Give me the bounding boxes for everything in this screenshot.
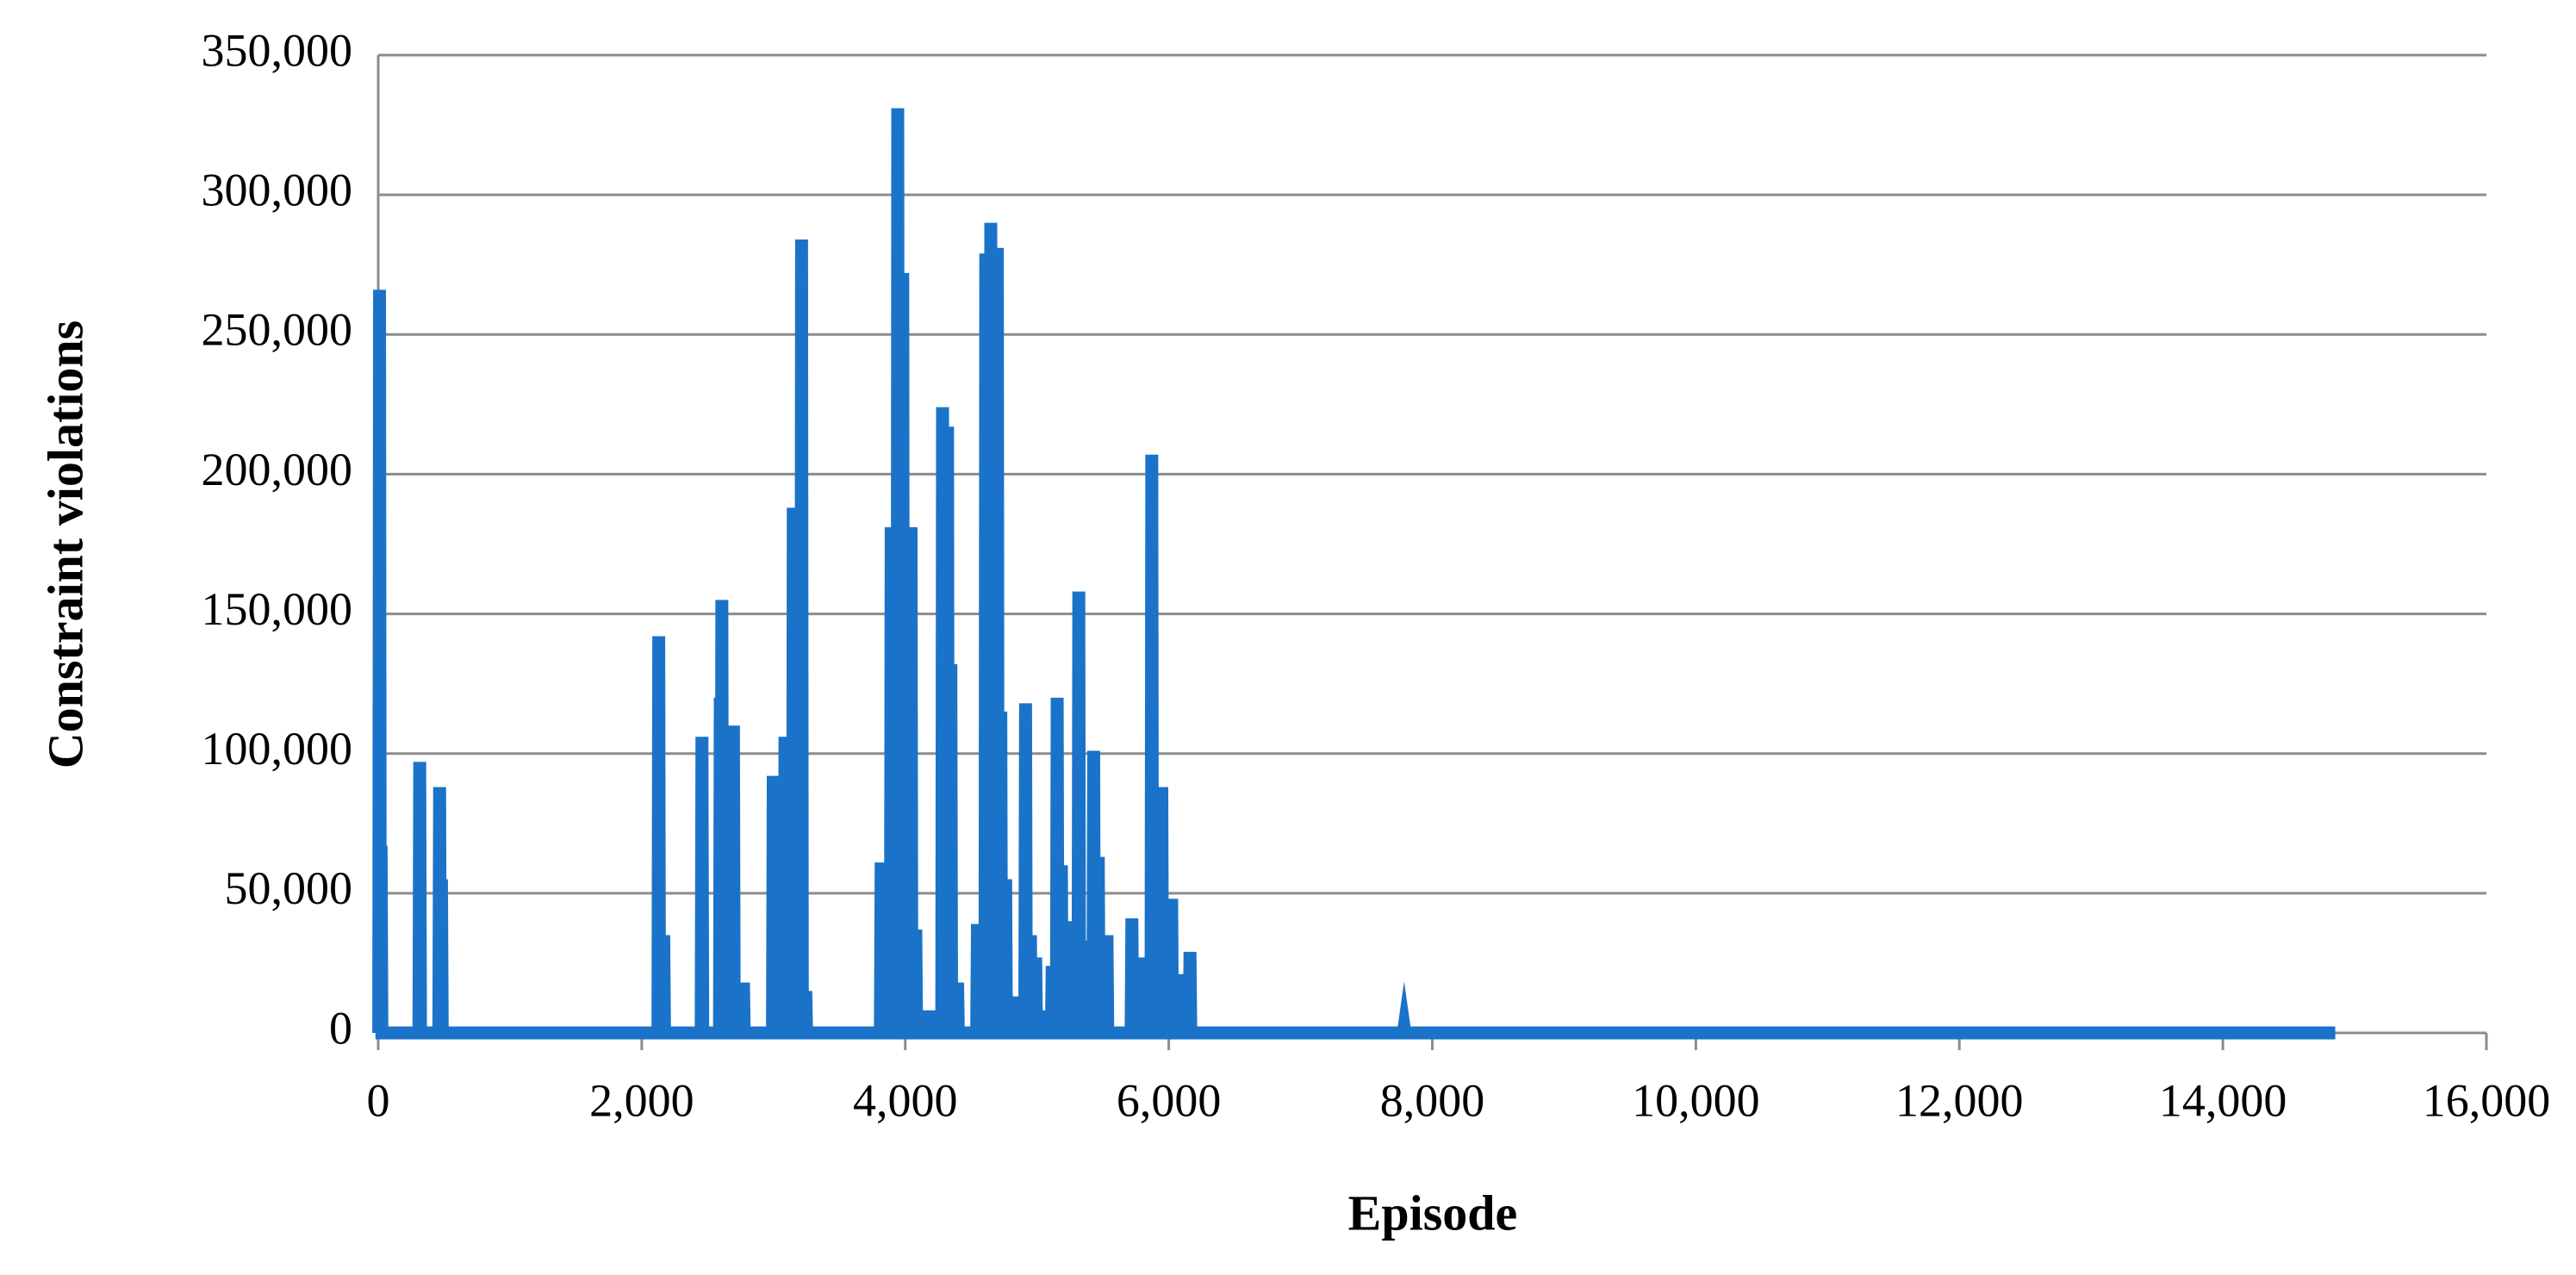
x-tick-label: 12,000: [1895, 1074, 2024, 1126]
y-axis-title: Constraint violations: [37, 320, 93, 768]
y-tick-label: 0: [329, 1002, 352, 1054]
x-tick-label: 4,000: [853, 1074, 958, 1126]
x-tick-label: 10,000: [1632, 1074, 1760, 1126]
y-tick-label: 300,000: [202, 165, 353, 216]
y-tick-label: 200,000: [202, 444, 353, 495]
y-tick-label: 50,000: [225, 862, 353, 914]
x-tick-label: 6,000: [1117, 1074, 1222, 1126]
y-tick-label: 250,000: [202, 304, 353, 356]
x-tick-label: 0: [367, 1074, 390, 1126]
y-tick-label: 150,000: [202, 583, 353, 635]
x-tick-label: 16,000: [2423, 1074, 2551, 1126]
x-tick-label: 14,000: [2159, 1074, 2287, 1126]
data-line: [372, 108, 2336, 1040]
x-tick-label: 2,000: [589, 1074, 694, 1126]
x-axis-title: Episode: [1348, 1185, 1518, 1241]
y-tick-label: 100,000: [202, 723, 353, 774]
x-tick-label: 8,000: [1380, 1074, 1485, 1126]
y-tick-label: 350,000: [202, 24, 353, 76]
